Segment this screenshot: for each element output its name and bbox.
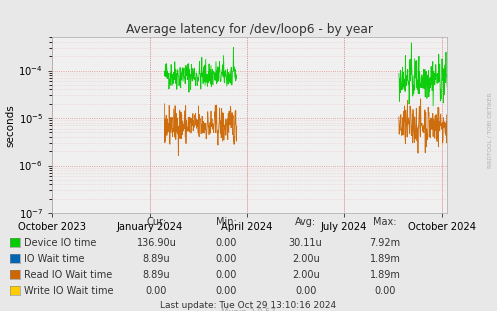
Text: Read IO Wait time: Read IO Wait time [24,270,112,280]
Text: Min:: Min: [216,217,237,227]
Text: 0.00: 0.00 [215,270,237,280]
Text: 136.90u: 136.90u [137,238,176,248]
Text: 1.89m: 1.89m [370,270,401,280]
Text: Cur:: Cur: [147,217,166,227]
Text: 0.00: 0.00 [215,254,237,264]
Text: 0.00: 0.00 [215,286,237,296]
Text: 2.00u: 2.00u [292,270,320,280]
Text: IO Wait time: IO Wait time [24,254,84,264]
Text: 2.00u: 2.00u [292,254,320,264]
Text: Write IO Wait time: Write IO Wait time [24,286,113,296]
Text: 30.11u: 30.11u [289,238,323,248]
Text: Device IO time: Device IO time [24,238,96,248]
Text: 1.89m: 1.89m [370,254,401,264]
Text: RRDTOOL / TOBI OETIKER: RRDTOOL / TOBI OETIKER [487,93,492,169]
Text: 0.00: 0.00 [215,238,237,248]
Text: Munin 2.0.57: Munin 2.0.57 [221,308,276,311]
Text: 8.89u: 8.89u [143,254,170,264]
Text: 0.00: 0.00 [374,286,396,296]
Text: 0.00: 0.00 [146,286,167,296]
Text: 0.00: 0.00 [295,286,317,296]
Text: Last update: Tue Oct 29 13:10:16 2024: Last update: Tue Oct 29 13:10:16 2024 [161,301,336,310]
Text: Max:: Max: [373,217,397,227]
Y-axis label: seconds: seconds [5,104,16,146]
Text: Avg:: Avg: [295,217,316,227]
Title: Average latency for /dev/loop6 - by year: Average latency for /dev/loop6 - by year [126,23,373,36]
Text: 8.89u: 8.89u [143,270,170,280]
Text: 7.92m: 7.92m [370,238,401,248]
